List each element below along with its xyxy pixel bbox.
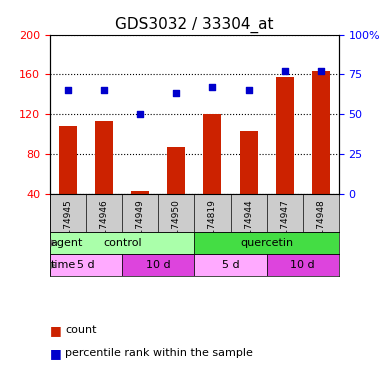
Bar: [122, 254, 194, 276]
Point: [101, 87, 107, 93]
Text: GSM174946: GSM174946: [100, 199, 109, 254]
Text: agent: agent: [51, 238, 83, 248]
Bar: [131, 191, 149, 194]
Bar: [50, 254, 122, 276]
Text: time: time: [51, 260, 76, 270]
Text: 10 d: 10 d: [290, 260, 315, 270]
Bar: [266, 254, 339, 276]
Text: 5 d: 5 d: [77, 260, 95, 270]
Bar: [167, 147, 186, 194]
Bar: [50, 232, 194, 254]
Text: quercetin: quercetin: [240, 238, 293, 248]
Text: GSM174945: GSM174945: [64, 199, 73, 254]
Bar: [203, 114, 221, 194]
Point: [209, 84, 216, 90]
Polygon shape: [50, 262, 54, 269]
Bar: [276, 77, 294, 194]
Bar: [239, 131, 258, 194]
Text: 5 d: 5 d: [222, 260, 239, 270]
Text: ■: ■: [50, 347, 62, 360]
Point: [318, 68, 324, 74]
Text: GSM174944: GSM174944: [244, 199, 253, 254]
Text: GSM174948: GSM174948: [316, 199, 325, 254]
Bar: [194, 232, 339, 254]
Text: GSM174819: GSM174819: [208, 199, 217, 254]
Bar: [95, 121, 113, 194]
Text: 10 d: 10 d: [146, 260, 171, 270]
Text: GSM174950: GSM174950: [172, 199, 181, 254]
Point: [281, 68, 288, 74]
Text: control: control: [103, 238, 142, 248]
Bar: [59, 126, 77, 194]
Text: ■: ■: [50, 324, 62, 337]
Point: [65, 87, 71, 93]
Text: GSM174947: GSM174947: [280, 199, 289, 254]
Text: count: count: [65, 325, 97, 335]
Point: [246, 87, 252, 93]
Point: [137, 111, 143, 117]
Point: [173, 90, 179, 96]
Text: percentile rank within the sample: percentile rank within the sample: [65, 348, 253, 358]
Bar: [312, 71, 330, 194]
Title: GDS3032 / 33304_at: GDS3032 / 33304_at: [115, 17, 274, 33]
Text: GSM174949: GSM174949: [136, 199, 145, 254]
Polygon shape: [50, 240, 54, 247]
Bar: [194, 254, 266, 276]
